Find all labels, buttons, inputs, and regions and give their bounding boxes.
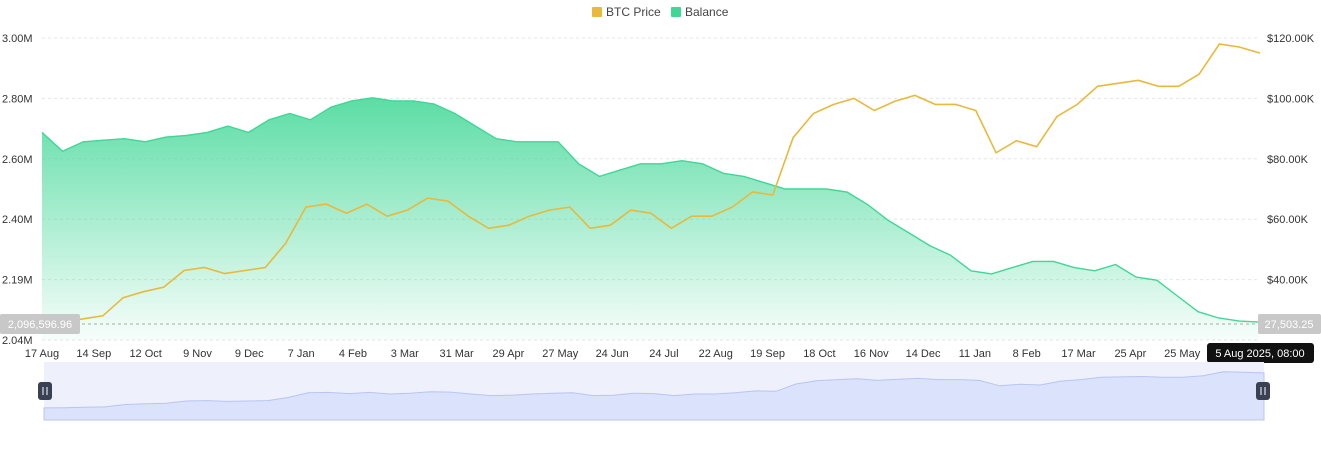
plot-area[interactable] <box>41 43 1261 340</box>
x-tick-label: 25 May <box>1164 348 1201 360</box>
x-tick-label: 27 May <box>542 348 579 360</box>
x-tick-label: 31 Mar <box>439 348 474 360</box>
legend-item-balance[interactable]: Balance <box>671 5 729 19</box>
x-tick-label: 24 Jul <box>649 348 678 360</box>
left-tick-label: 2.40M <box>2 214 33 226</box>
navigator-area <box>43 371 1265 421</box>
legend-label-balance: Balance <box>685 5 729 19</box>
x-tick-label: 3 Mar <box>391 348 419 360</box>
x-tick-label: 8 Feb <box>1013 348 1041 360</box>
right-tick-label: $40.00K <box>1267 275 1309 287</box>
crosshair-left-value: 2,096,596.96 <box>8 319 72 331</box>
x-tick-label: 18 Oct <box>803 348 835 360</box>
x-tick-label: 11 Jan <box>959 348 991 360</box>
navigator-left-handle[interactable] <box>38 382 52 400</box>
legend-item-btc-price[interactable]: BTC Price <box>592 5 661 19</box>
range-navigator[interactable] <box>38 362 1270 421</box>
legend-swatch-balance <box>671 7 681 17</box>
right-tick-label: $60.00K <box>1267 214 1309 226</box>
x-tick-label: 4 Feb <box>339 348 367 360</box>
btc-price-line <box>41 43 1261 325</box>
x-tick-label: 9 Dec <box>235 348 264 360</box>
right-tick-label: $80.00K <box>1267 154 1309 166</box>
x-tick-label: 22 Aug <box>699 348 733 360</box>
x-tick-label: 24 Jun <box>596 348 629 360</box>
right-tick-label: $100.00K <box>1267 93 1315 105</box>
balance-area <box>42 97 1260 340</box>
right-axis: $120.00K $100.00K $80.00K $60.00K $40.00K <box>1267 33 1315 287</box>
x-axis: 17 Aug 14 Sep 12 Oct 9 Nov 9 Dec 7 Jan 4 Feb 3 … <box>25 348 1251 360</box>
x-tick-label: 16 Nov <box>854 348 889 360</box>
left-axis: 3.00M 2.80M 2.60M 2.40M 2.19M 2.04M <box>2 33 33 347</box>
left-tick-label: 2.04M <box>2 335 33 347</box>
crosshair-right-label: 27,503.25 <box>1258 314 1321 334</box>
x-tick-label: 14 Dec <box>906 348 941 360</box>
right-tick-label: $120.00K <box>1267 33 1315 45</box>
x-tick-label: 9 Nov <box>183 348 212 360</box>
crosshair-left-label: 2,096,596.96 <box>0 314 80 334</box>
x-tick-label: 14 Sep <box>76 348 111 360</box>
crosshair-right-value: 27,503.25 <box>1265 319 1314 331</box>
legend: BTC Price Balance <box>592 5 729 19</box>
legend-swatch-btc-price <box>592 7 602 17</box>
crosshair-date-value: 5 Aug 2025, 08:00 <box>1215 348 1304 360</box>
navigator-right-handle[interactable] <box>1256 382 1270 400</box>
x-tick-label: 25 Apr <box>1114 348 1146 360</box>
x-tick-label: 7 Jan <box>288 348 315 360</box>
left-tick-label: 3.00M <box>2 33 33 45</box>
x-tick-label: 12 Oct <box>129 348 161 360</box>
left-tick-label: 2.80M <box>2 93 33 105</box>
crosshair-date-label: 5 Aug 2025, 08:00 <box>1207 343 1314 363</box>
left-tick-label: 2.19M <box>2 275 33 287</box>
legend-label-btc-price: BTC Price <box>606 5 661 19</box>
balance-line <box>41 97 1261 323</box>
x-tick-label: 19 Sep <box>750 348 785 360</box>
left-tick-label: 2.60M <box>2 154 33 166</box>
x-tick-label: 17 Aug <box>25 348 59 360</box>
x-tick-label: 17 Mar <box>1061 348 1096 360</box>
x-tick-label: 29 Apr <box>493 348 525 360</box>
